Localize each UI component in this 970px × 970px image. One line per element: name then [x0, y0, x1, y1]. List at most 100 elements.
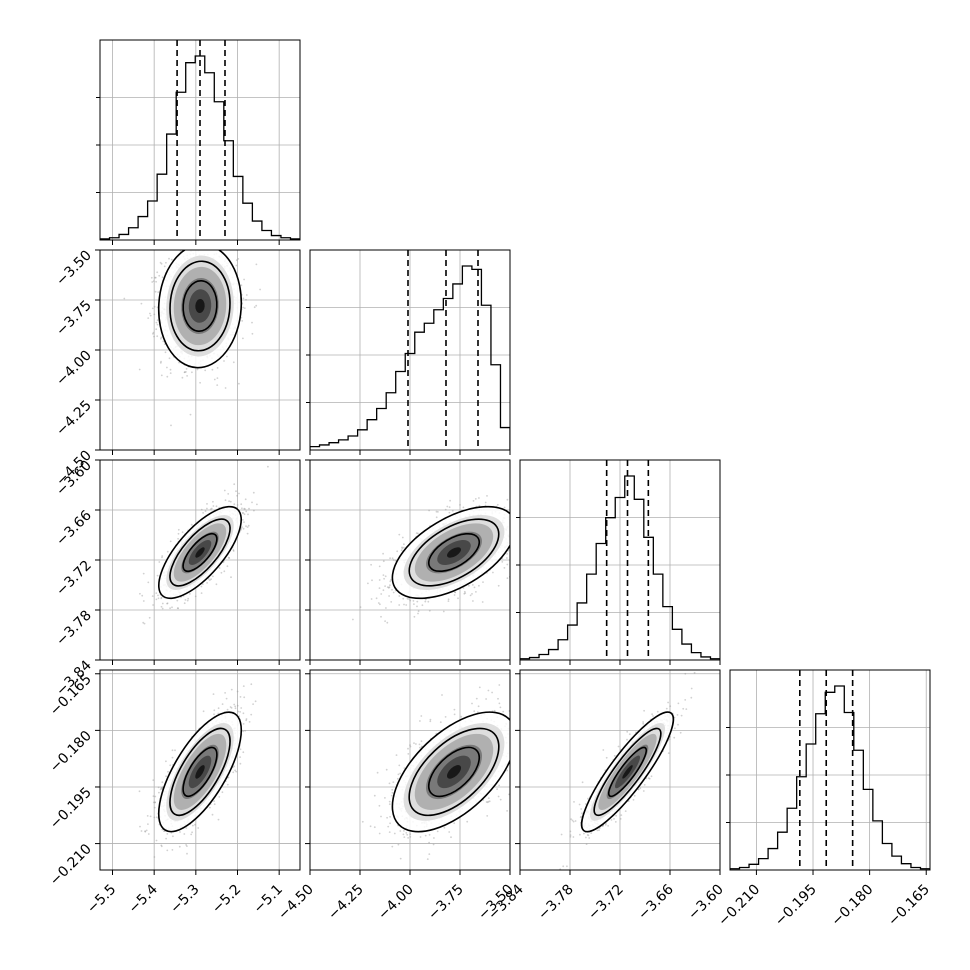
scatter-point	[391, 557, 394, 560]
scatter-point	[255, 263, 258, 266]
scatter-point	[164, 351, 167, 354]
scatter-point	[166, 602, 168, 605]
scatter-point	[387, 587, 390, 589]
scatter-point	[236, 704, 239, 707]
scatter-point	[140, 302, 143, 305]
scatter-point	[183, 371, 186, 374]
scatter-point	[156, 319, 159, 322]
scatter-point	[186, 375, 188, 377]
scatter-point	[359, 606, 362, 608]
scatter-point	[506, 577, 509, 580]
scatter-point	[401, 546, 403, 549]
scatter-point	[156, 574, 159, 577]
scatter-point	[398, 595, 401, 597]
scatter-point	[389, 580, 392, 583]
scatter-point	[481, 601, 484, 603]
density-level	[447, 547, 461, 558]
scatter-point	[241, 507, 243, 510]
contour-line	[182, 280, 218, 332]
scatter-point	[168, 357, 171, 360]
scatter-point	[382, 560, 385, 563]
scatter-point	[144, 830, 147, 833]
scatter-point	[208, 579, 211, 582]
scatter-point	[471, 593, 473, 595]
scatter-point	[177, 537, 179, 540]
scatter-point	[162, 340, 165, 343]
scatter-point	[170, 424, 172, 427]
scatter-point	[427, 600, 430, 603]
scatter-point	[253, 509, 255, 512]
scatter-point	[421, 604, 424, 607]
scatter-point	[484, 501, 487, 504]
scatter-point	[213, 803, 216, 806]
scatter-point	[413, 603, 415, 605]
scatter-point	[141, 594, 144, 597]
scatter-point	[382, 589, 385, 592]
scatter-point	[147, 581, 150, 584]
scatter-point	[169, 372, 172, 374]
scatter-point	[176, 607, 179, 609]
scatter-point	[244, 508, 246, 510]
scatter-point	[506, 553, 508, 555]
scatter-point	[197, 827, 200, 829]
scatter-point	[402, 597, 405, 600]
histogram-panel-0	[96, 39, 301, 245]
scatter-point	[194, 595, 197, 598]
scatter-point	[159, 362, 162, 364]
scatter-point	[256, 503, 258, 506]
scatter-point	[206, 582, 208, 584]
histogram-panel-2	[516, 459, 721, 665]
scatter-point	[444, 508, 447, 511]
scatter-point	[212, 575, 214, 578]
scatter-point	[153, 313, 156, 316]
scatter-point	[370, 563, 372, 566]
scatter-point	[216, 377, 219, 379]
scatter-point	[424, 600, 427, 603]
scatter-point	[189, 593, 191, 595]
scatter-point	[247, 513, 249, 516]
scatter-point	[482, 581, 484, 583]
scatter-point	[242, 512, 245, 514]
contour-line	[157, 250, 243, 369]
scatter-point	[255, 304, 258, 307]
scatter-point	[155, 598, 158, 601]
scatter-point	[223, 489, 226, 492]
scatter-point	[123, 297, 126, 300]
scatter-point	[506, 498, 509, 501]
scatter-point	[184, 599, 187, 601]
scatter-point	[155, 321, 158, 324]
scatter-panel-2-0: −3.84−3.78−3.72−3.66−3.60	[53, 458, 301, 699]
scatter-point	[240, 284, 243, 287]
scatter-point	[451, 509, 454, 512]
scatter-point	[207, 578, 210, 580]
scatter-point	[213, 709, 216, 712]
scatter-point	[160, 596, 163, 599]
scatter-point	[215, 583, 218, 586]
scatter-point	[224, 387, 227, 389]
scatter-point	[157, 597, 160, 600]
scatter-point	[478, 584, 480, 587]
scatter-point	[153, 856, 156, 858]
scatter-point	[471, 584, 474, 586]
scatter-point	[239, 711, 242, 713]
scatter-point	[370, 598, 373, 600]
scatter-point	[190, 523, 193, 526]
scatter-point	[154, 276, 156, 279]
scatter-point	[252, 491, 255, 494]
scatter-point	[191, 371, 193, 374]
scatter-point	[246, 526, 249, 528]
scatter-point	[185, 371, 187, 373]
scatter-point	[413, 615, 416, 618]
scatter-point	[469, 594, 472, 597]
scatter-point	[170, 258, 173, 261]
scatter-point	[237, 258, 240, 260]
scatter-point	[233, 483, 236, 486]
scatter-point	[210, 507, 213, 510]
contour-line	[408, 518, 500, 587]
scatter-point	[437, 511, 439, 513]
scatter-point	[236, 494, 239, 497]
scatter-point	[403, 543, 405, 546]
scatter-point	[457, 597, 459, 600]
scatter-point	[388, 595, 390, 597]
